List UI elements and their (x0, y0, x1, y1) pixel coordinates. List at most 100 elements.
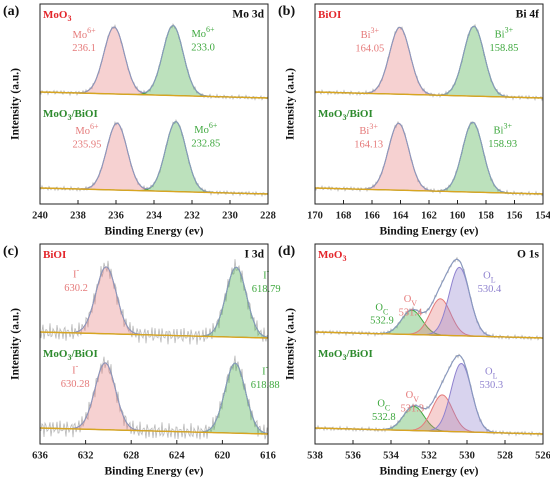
peak-position: 164.05 (355, 43, 384, 54)
background-line (39, 427, 269, 435)
text-part: Mo (73, 30, 88, 41)
text-part: - (77, 266, 80, 275)
peak-species: OC (377, 399, 390, 413)
text-part: MoO (318, 108, 343, 120)
peak-species: Bi3+ (361, 26, 380, 41)
fitted-peak (314, 26, 544, 99)
text-part: 3+ (370, 26, 379, 35)
peak-position: 530.4 (478, 284, 502, 295)
text-part: /BiOI (70, 108, 97, 120)
background-line (314, 331, 544, 339)
text-part: 3 (342, 113, 346, 122)
peak-position: 531.4 (399, 307, 423, 318)
peak-position: 164.13 (354, 139, 383, 150)
text-part: /BiOI (345, 348, 372, 360)
x-tick-label: 238 (70, 210, 86, 221)
peak-species: OL (483, 271, 496, 285)
plot-frame (39, 243, 269, 445)
text-part: V (411, 299, 417, 308)
panel-title: Mo 3d (232, 9, 264, 21)
text-part: /BiOI (70, 348, 97, 360)
text-part: BiOI (43, 249, 66, 261)
panel-label: (b) (278, 4, 295, 19)
sample-label: MoO3/BiOI (318, 108, 373, 123)
text-part: C (383, 308, 388, 317)
peak-species: OL (485, 367, 498, 381)
peak-position: 532.9 (370, 316, 394, 327)
text-part: - (266, 363, 269, 372)
y-axis-label: Intensity (a.u.) (10, 308, 22, 380)
fit-envelope (315, 121, 543, 195)
panel-label: (d) (278, 244, 295, 259)
text-part: 3 (342, 353, 346, 362)
x-tick-label: 228 (260, 210, 276, 221)
peak-species: OV (406, 390, 420, 404)
sample-label: MoO3/BiOI (43, 108, 98, 123)
text-part: 6+ (209, 121, 218, 130)
text-part: MoO (318, 348, 343, 360)
x-tick-label: 162 (421, 210, 437, 221)
peak-species: Bi3+ (495, 26, 514, 41)
x-tick-label: 166 (364, 210, 380, 221)
text-part: L (493, 372, 498, 381)
raw-data (314, 120, 544, 197)
panel-label: (c) (3, 244, 19, 259)
x-tick-label: 536 (345, 450, 361, 461)
peak-position: 233.0 (191, 42, 215, 53)
text-part: 3+ (503, 122, 512, 131)
panel-label: (a) (3, 4, 20, 19)
peak-position: 532.8 (372, 412, 396, 423)
text-part: 6+ (90, 122, 99, 131)
fitted-peak (314, 122, 544, 195)
x-axis-label: Binding Energy (ev) (104, 226, 203, 238)
peak-position: 630.2 (64, 283, 88, 294)
text-part: Mo (194, 126, 209, 137)
x-tick-label: 616 (260, 450, 276, 461)
peak-species: I- (262, 363, 269, 378)
x-tick-label: 168 (336, 210, 352, 221)
plot-frame (314, 243, 544, 445)
x-tick-label: 234 (146, 210, 163, 221)
x-tick-label: 232 (184, 210, 200, 221)
background-line (39, 187, 269, 195)
x-tick-label: 156 (507, 210, 523, 221)
text-part: O (483, 271, 491, 282)
background-line (314, 91, 544, 99)
text-part: L (491, 276, 496, 285)
fitted-peak (314, 394, 544, 435)
x-tick-label: 636 (32, 450, 48, 461)
background-line (314, 187, 544, 195)
text-part: 3 (342, 254, 346, 263)
x-tick-label: 230 (222, 210, 238, 221)
text-part: I (72, 366, 76, 377)
text-part: 3+ (505, 26, 514, 35)
plot-frame (314, 3, 544, 205)
text-part: BiOI (318, 9, 341, 21)
peak-position: 158.93 (488, 139, 517, 150)
text-part: O (375, 303, 383, 314)
peak-species: Bi3+ (359, 122, 378, 137)
peak-position: 630.28 (61, 379, 90, 390)
raw-data (314, 23, 544, 102)
y-axis-label: Intensity (a.u.) (285, 308, 297, 380)
peak-species: Mo6+ (75, 122, 99, 137)
sample-label: MoO3 (43, 9, 71, 24)
panel-title: I 3d (245, 249, 265, 261)
text-part: O (404, 294, 412, 305)
x-axis-label: Binding Energy (ev) (379, 466, 478, 478)
x-axis-label: Binding Energy (ev) (379, 226, 478, 238)
x-tick-label: 158 (478, 210, 494, 221)
text-part: I (73, 270, 77, 281)
text-part: 3 (67, 353, 71, 362)
peak-position: 618.88 (251, 380, 280, 391)
background-line (314, 427, 544, 435)
text-part: O (485, 367, 493, 378)
text-part: - (76, 362, 79, 371)
x-tick-label: 532 (421, 450, 437, 461)
text-part: MoO (43, 348, 68, 360)
x-tick-label: 528 (497, 450, 513, 461)
plot-frame (39, 3, 269, 205)
fitted-peak (314, 25, 544, 99)
text-part: 3+ (369, 122, 378, 131)
peak-species: OC (375, 303, 388, 317)
